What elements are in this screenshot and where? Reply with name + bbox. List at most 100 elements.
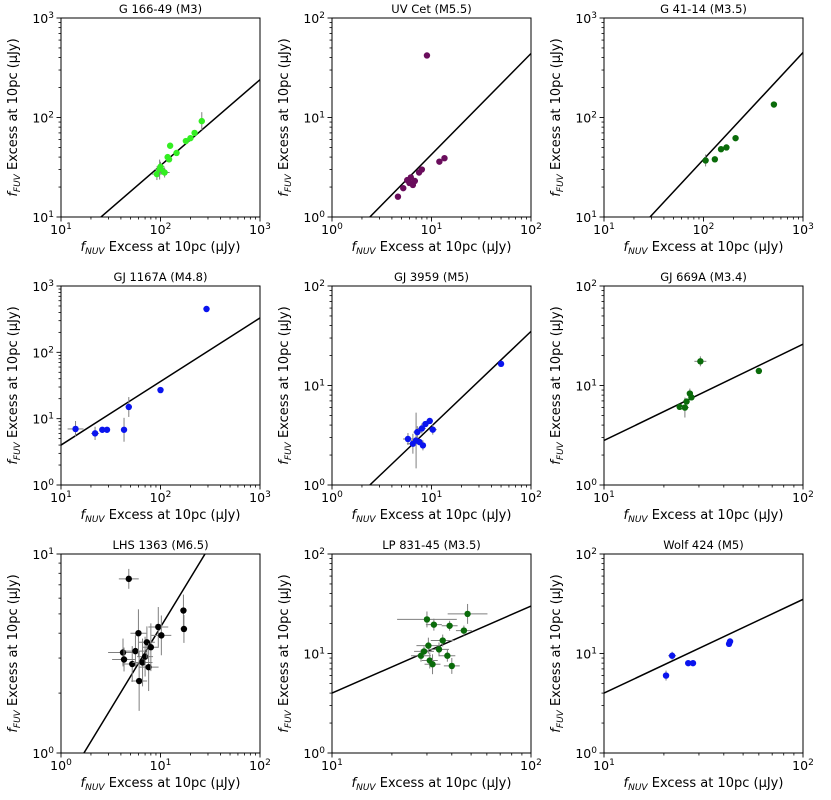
x-axis-label: fNUV Excess at 10pc (μJy) xyxy=(81,776,241,793)
x-tick-label: 102 xyxy=(520,758,542,773)
y-axis-label: fFUV Excess at 10pc (μJy) xyxy=(277,38,294,196)
data-point xyxy=(158,632,165,639)
data-point xyxy=(173,149,180,157)
x-axis-label: fNUV Excess at 10pc (μJy) xyxy=(624,240,784,257)
y-axis-label: fFUV Excess at 10pc (μJy) xyxy=(549,574,566,732)
y-tick-label: 101 xyxy=(575,210,597,225)
fit-line xyxy=(604,343,803,442)
data-point xyxy=(91,430,99,437)
data-point xyxy=(689,659,697,667)
data-point xyxy=(198,117,205,125)
y-tick-label: 101 xyxy=(303,379,325,394)
x-axis-label: fNUV Excess at 10pc (μJy) xyxy=(352,508,512,525)
data-point xyxy=(414,428,421,436)
x-tick-label: 102 xyxy=(150,222,172,237)
x-axis-label: fNUV Excess at 10pc (μJy) xyxy=(624,776,784,793)
plot-area xyxy=(61,305,260,446)
y-tick-label: 101 xyxy=(303,647,325,662)
fit-line xyxy=(369,52,531,217)
subplot-4: GJ 1167A (M4.8)101 102 103100101102103fNUV… xyxy=(6,270,271,525)
axes-frame xyxy=(60,17,261,218)
y-tick-label: 102 xyxy=(303,279,325,294)
y-tick-label: 103 xyxy=(32,11,54,26)
x-tick-label: 102 xyxy=(792,490,814,505)
data-point xyxy=(425,642,432,649)
x-axis-label: fNUV Excess at 10pc (μJy) xyxy=(624,508,784,525)
axes-frame xyxy=(60,553,261,754)
plot-area xyxy=(604,343,803,442)
x-tick-label: 100 xyxy=(321,490,343,505)
y-tick-label: 102 xyxy=(575,111,597,126)
axes-frame xyxy=(331,17,532,218)
subplot-1: G 166-49 (M3) 101 102 103 101 102 103 fNUV Exce… xyxy=(6,2,271,257)
data-point xyxy=(441,154,448,162)
subplot-title: LP 831-45 (M3.5) xyxy=(382,538,481,552)
data-point xyxy=(166,142,174,149)
data-point xyxy=(436,158,443,165)
data-point xyxy=(683,398,690,405)
x-tick-label: 101 xyxy=(150,758,172,773)
plot-area xyxy=(369,52,531,217)
x-tick-label: 102 xyxy=(792,758,814,773)
axes-frame xyxy=(331,285,532,486)
subplot-title: UV Cet (M5.5) xyxy=(391,2,471,16)
x-tick-label: 102 xyxy=(150,490,172,505)
x-tick-label: 101 xyxy=(50,490,72,505)
axes-frame xyxy=(603,17,804,218)
y-axis-label: fFUV Excess at 10pc (μJy) xyxy=(6,38,23,196)
x-tick-label: 102 xyxy=(249,758,271,773)
data-point xyxy=(423,616,431,623)
y-tick-label: 101 xyxy=(575,379,597,394)
fit-line xyxy=(604,598,803,694)
subplot-title: Wolf 424 (M5) xyxy=(663,538,743,552)
data-point xyxy=(723,144,730,151)
data-point xyxy=(726,638,734,645)
y-tick-label: 101 xyxy=(32,210,54,225)
y-axis-label: fFUV Excess at 10pc (μJy) xyxy=(6,574,23,732)
y-tick-label: 101 xyxy=(32,547,54,562)
data-point xyxy=(717,146,725,153)
plot-area xyxy=(369,330,531,485)
fit-line xyxy=(61,317,260,446)
x-tick-label: 101 xyxy=(421,490,443,505)
axes-frame xyxy=(331,553,532,754)
plot-area xyxy=(99,79,260,217)
data-point xyxy=(135,677,143,685)
data-point xyxy=(429,426,436,433)
x-axis-label: fNUV Excess at 10pc (μJy) xyxy=(81,240,241,257)
axes-frame xyxy=(603,285,804,486)
data-point xyxy=(444,652,451,659)
fit-line xyxy=(649,51,803,217)
y-tick-label: 101 xyxy=(32,412,54,427)
x-tick-label: 101 xyxy=(593,490,615,505)
x-tick-label: 101 xyxy=(593,222,615,237)
y-axis-label: fFUV Excess at 10pc (μJy) xyxy=(277,306,294,464)
data-point xyxy=(147,644,155,651)
y-tick-label: 100 xyxy=(575,478,597,493)
subplot-title: GJ 669A (M3.4) xyxy=(660,270,747,284)
fit-line xyxy=(369,330,531,485)
subplot-title: LHS 1363 (M6.5) xyxy=(112,538,208,552)
y-axis-label: fFUV Excess at 10pc (μJy) xyxy=(6,306,23,464)
x-tick-label: 103 xyxy=(792,222,814,237)
x-tick-label: 101 xyxy=(593,758,615,773)
data-point xyxy=(180,625,188,633)
data-point xyxy=(688,394,695,401)
data-point xyxy=(662,672,670,679)
y-axis-label: fFUV Excess at 10pc (μJy) xyxy=(549,38,566,196)
data-point xyxy=(429,661,436,668)
data-point xyxy=(180,607,187,614)
data-point xyxy=(446,622,453,629)
data-point xyxy=(145,663,152,671)
plot-area xyxy=(332,603,531,694)
data-point xyxy=(165,156,173,163)
x-tick-label: 103 xyxy=(249,490,271,505)
y-tick-label: 102 xyxy=(575,547,597,562)
data-point xyxy=(439,637,446,644)
data-point xyxy=(460,627,468,634)
data-point xyxy=(187,134,194,142)
